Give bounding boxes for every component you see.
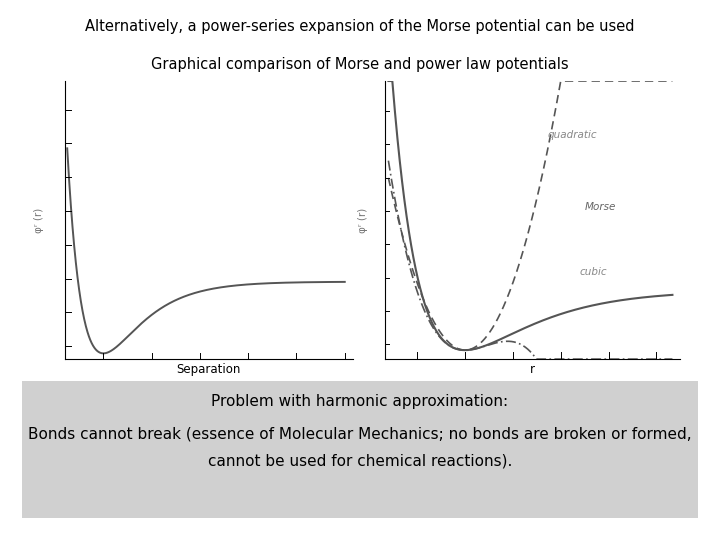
X-axis label: Separation: Separation [176, 363, 241, 376]
Text: cubic: cubic [580, 267, 608, 278]
Text: φʳ (r): φʳ (r) [358, 207, 368, 233]
Text: Alternatively, a power-series expansion of the Morse potential can be used: Alternatively, a power-series expansion … [85, 19, 635, 34]
Text: quadratic: quadratic [548, 130, 598, 140]
Text: cannot be used for chemical reactions).: cannot be used for chemical reactions). [208, 454, 512, 469]
Text: φʳ (r): φʳ (r) [34, 207, 44, 233]
Text: Morse: Morse [585, 201, 616, 212]
X-axis label: r: r [531, 363, 535, 376]
Text: Graphical comparison of Morse and power law potentials: Graphical comparison of Morse and power … [151, 57, 569, 72]
Text: Bonds cannot break (essence of Molecular Mechanics; no bonds are broken or forme: Bonds cannot break (essence of Molecular… [28, 427, 692, 442]
Text: Problem with harmonic approximation:: Problem with harmonic approximation: [212, 394, 508, 409]
